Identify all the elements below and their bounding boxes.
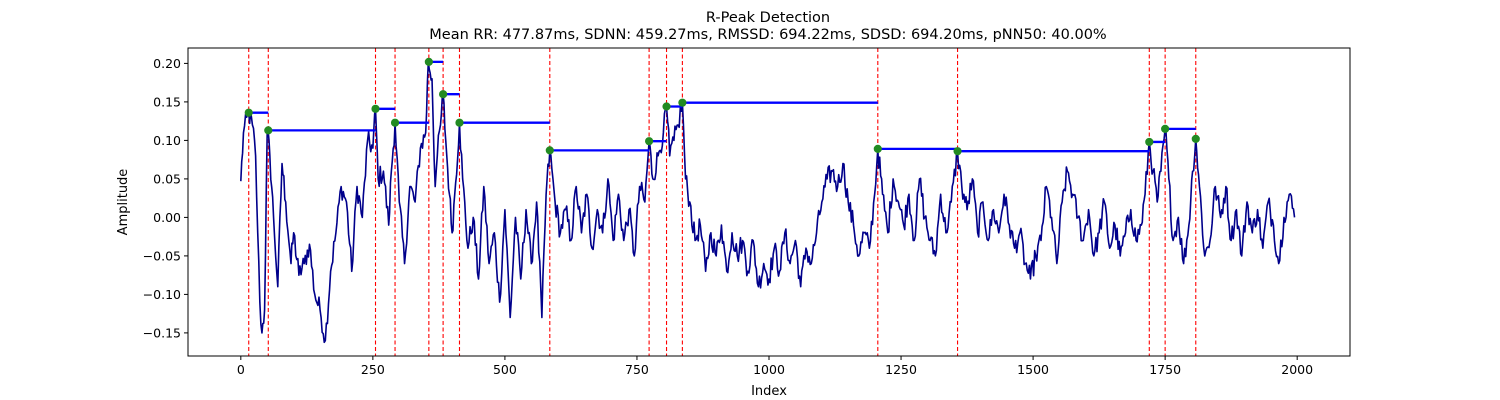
y-tick-label: 0.00 (153, 210, 181, 225)
x-axis-label: Index (751, 384, 787, 399)
peak-markers (244, 57, 1200, 156)
chart-title: R-Peak Detection (706, 10, 830, 26)
x-tick-label: 1750 (1149, 362, 1181, 377)
x-tick-label: 1250 (885, 362, 917, 377)
peak-marker (1161, 124, 1170, 133)
x-tick-label: 0 (237, 362, 245, 377)
peak-marker (873, 144, 882, 153)
chart-subtitle: Mean RR: 477.87ms, SDNN: 459.27ms, RMSSD… (429, 27, 1106, 43)
y-tick-label: 0.05 (153, 171, 181, 186)
y-tick-label: −0.15 (143, 325, 181, 340)
ecg-signal-line (240, 61, 1296, 344)
x-axis: 0 250 500 750 1000 1250 1500 1750 2000 (237, 356, 1313, 377)
x-tick-label: 1500 (1017, 362, 1049, 377)
peak-marker (953, 147, 962, 156)
peak-marker (645, 137, 654, 146)
peak-marker (439, 90, 448, 99)
x-tick-label: 500 (493, 362, 517, 377)
peak-marker (662, 102, 671, 111)
y-tick-label: 0.20 (153, 56, 181, 71)
y-axis-label: Amplitude (116, 169, 131, 236)
y-tick-label: −0.05 (143, 248, 181, 263)
peak-marker (455, 118, 464, 127)
rr-interval-segments (248, 60, 1196, 153)
peak-marker (545, 146, 554, 155)
peak-lines (248, 48, 1197, 356)
peak-marker (371, 104, 380, 113)
x-tick-label: 2000 (1281, 362, 1313, 377)
y-tick-label: −0.10 (143, 287, 181, 302)
y-tick-label: 0.10 (153, 133, 181, 148)
plot-area (240, 48, 1296, 356)
x-tick-label: 250 (361, 362, 385, 377)
peak-marker (678, 98, 687, 107)
peak-marker (1191, 134, 1200, 143)
peak-marker (390, 118, 400, 127)
signal-layer (240, 61, 1296, 344)
y-axis: −0.15 −0.10 −0.05 0.00 0.05 0.10 0.15 0.20 (143, 56, 188, 340)
x-tick-label: 1000 (753, 362, 785, 377)
peak-marker (244, 108, 253, 117)
y-tick-label: 0.15 (153, 94, 181, 109)
peak-marker (1145, 137, 1154, 147)
peak-marker (264, 126, 273, 135)
x-tick-label: 750 (625, 362, 649, 377)
peak-marker (424, 57, 433, 66)
